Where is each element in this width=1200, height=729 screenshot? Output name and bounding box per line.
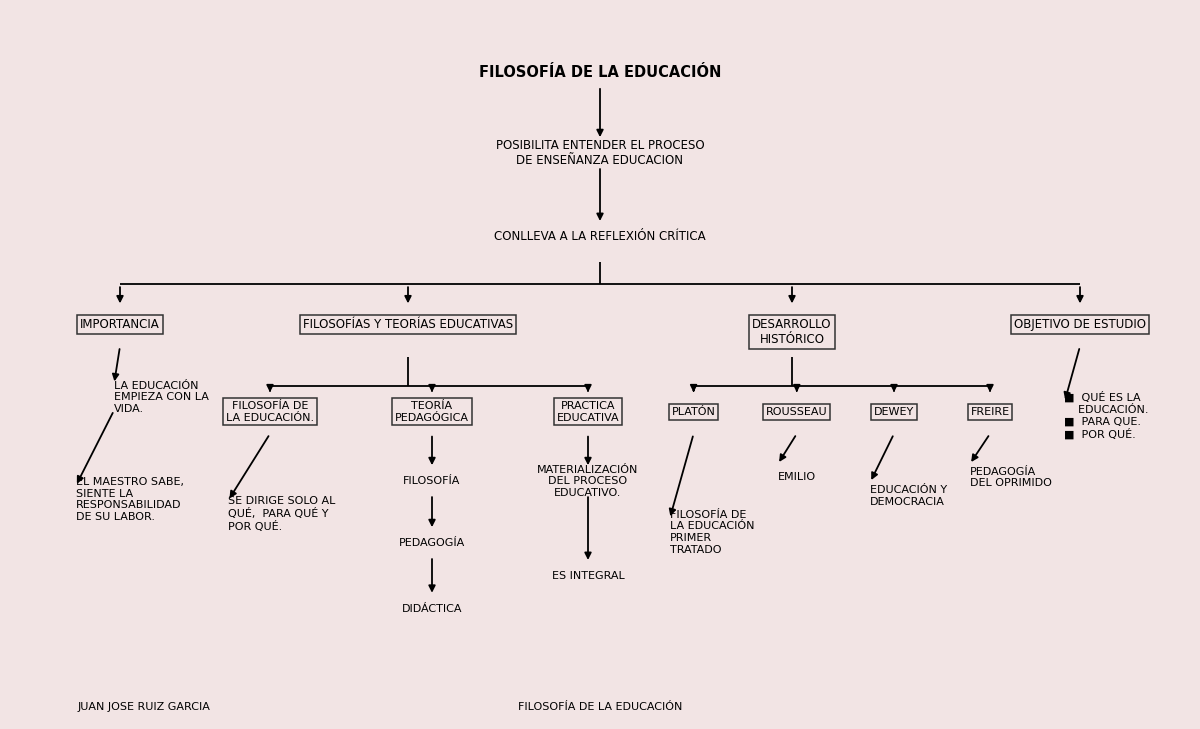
Text: FILOSOFÍA DE LA EDUCACIÓN: FILOSOFÍA DE LA EDUCACIÓN: [518, 702, 682, 712]
Text: EMILIO: EMILIO: [778, 472, 816, 483]
Text: POSIBILITA ENTENDER EL PROCESO
DE ENSEÑANZA EDUCACION: POSIBILITA ENTENDER EL PROCESO DE ENSEÑA…: [496, 139, 704, 167]
Text: FILOSOFÍA DE
LA EDUCACIÓN
PRIMER
TRATADO: FILOSOFÍA DE LA EDUCACIÓN PRIMER TRATADO: [670, 510, 754, 555]
Text: FREIRE: FREIRE: [971, 407, 1009, 417]
Text: DESARROLLO
HISTÓRICO: DESARROLLO HISTÓRICO: [752, 318, 832, 346]
Text: PRACTICA
EDUCATIVA: PRACTICA EDUCATIVA: [557, 401, 619, 423]
Text: EL MAESTRO SABE,
SIENTE LA
RESPONSABILIDAD
DE SU LABOR.: EL MAESTRO SABE, SIENTE LA RESPONSABILID…: [76, 477, 184, 522]
Text: SE DIRIGE SOLO AL
QUÉ,  PARA QUÉ Y
POR QUÉ.: SE DIRIGE SOLO AL QUÉ, PARA QUÉ Y POR QU…: [228, 496, 335, 531]
Text: PEDAGOGÍA: PEDAGOGÍA: [398, 538, 466, 548]
Text: DIDÁCTICA: DIDÁCTICA: [402, 604, 462, 614]
Text: CONLLEVA A LA REFLEXIÓN CRÍTICA: CONLLEVA A LA REFLEXIÓN CRÍTICA: [494, 230, 706, 243]
Text: IMPORTANCIA: IMPORTANCIA: [80, 318, 160, 331]
Text: FILOSOFÍAS Y TEORÍAS EDUCATIVAS: FILOSOFÍAS Y TEORÍAS EDUCATIVAS: [302, 318, 514, 331]
Text: ES INTEGRAL: ES INTEGRAL: [552, 571, 624, 581]
Text: PLATÓN: PLATÓN: [672, 407, 715, 417]
Text: ■  QUÉ ES LA
    EDUCACIÓN.
■  PARA QUE.
■  POR QUÉ.: ■ QUÉ ES LA EDUCACIÓN. ■ PARA QUE. ■ POR…: [1064, 391, 1148, 440]
Text: PEDAGOGÍA
DEL OPRIMIDO: PEDAGOGÍA DEL OPRIMIDO: [970, 467, 1051, 488]
Text: DEWEY: DEWEY: [874, 407, 914, 417]
Text: OBJETIVO DE ESTUDIO: OBJETIVO DE ESTUDIO: [1014, 318, 1146, 331]
Text: FILOSOFÍA DE
LA EDUCACIÓN.: FILOSOFÍA DE LA EDUCACIÓN.: [226, 401, 314, 423]
Text: JUAN JOSE RUIZ GARCIA: JUAN JOSE RUIZ GARCIA: [78, 702, 211, 712]
Text: ROUSSEAU: ROUSSEAU: [766, 407, 828, 417]
Text: TEORÍA
PEDAGÓGICA: TEORÍA PEDAGÓGICA: [395, 401, 469, 423]
Text: EDUCACIÓN Y
DEMOCRACIA: EDUCACIÓN Y DEMOCRACIA: [870, 485, 947, 507]
Text: FILOSOFÍA: FILOSOFÍA: [403, 476, 461, 486]
Text: LA EDUCACIÓN
EMPIEZA CON LA
VIDA.: LA EDUCACIÓN EMPIEZA CON LA VIDA.: [114, 381, 209, 414]
Text: MATERIALIZACIÓN
DEL PROCESO
EDUCATIVO.: MATERIALIZACIÓN DEL PROCESO EDUCATIVO.: [538, 464, 638, 498]
Text: FILOSOFÍA DE LA EDUCACIÓN: FILOSOFÍA DE LA EDUCACIÓN: [479, 66, 721, 80]
